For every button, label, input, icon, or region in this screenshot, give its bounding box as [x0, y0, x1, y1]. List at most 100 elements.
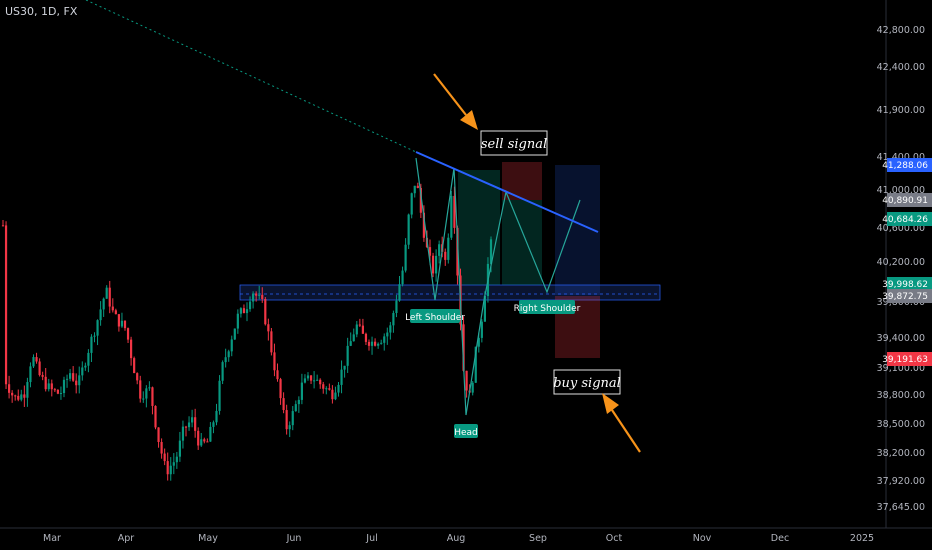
price-tag: 40,890.91	[882, 193, 932, 207]
candle	[294, 400, 297, 412]
candle	[166, 452, 169, 481]
candle	[245, 302, 249, 322]
candle	[209, 422, 212, 442]
sell-arrow[interactable]	[433, 73, 478, 130]
candle	[383, 333, 386, 351]
candle	[465, 370, 468, 398]
candle	[148, 381, 151, 391]
dotted-trend-line[interactable]	[85, 0, 417, 153]
short-stop-zone[interactable]	[502, 162, 542, 200]
candle	[78, 366, 81, 394]
head-label: Head	[454, 428, 478, 438]
x-tick-label: Oct	[606, 533, 623, 544]
candle	[187, 416, 191, 431]
price-tag-label: 40,890.91	[882, 196, 928, 206]
candle	[90, 334, 93, 363]
x-tick-label: Nov	[693, 533, 712, 544]
candle	[81, 361, 84, 381]
blue-trend-line[interactable]	[415, 151, 599, 233]
candle	[123, 320, 127, 331]
sell-signal-box[interactable]: sell signal	[480, 130, 548, 156]
candle	[105, 285, 108, 299]
candle	[114, 308, 117, 315]
candle	[44, 368, 47, 392]
candle	[413, 185, 416, 198]
candle	[264, 296, 267, 326]
candle	[386, 327, 389, 345]
candle	[273, 343, 276, 377]
candle	[130, 336, 133, 366]
price-axis[interactable]: 42,800.00 42,400.00 41,900.00 41,400.00 41,0…	[877, 25, 925, 513]
candle	[279, 377, 282, 405]
x-tick-label: Dec	[771, 533, 789, 544]
candle	[404, 238, 407, 273]
candle	[316, 374, 319, 381]
price-tag-label: 39,998.62	[882, 280, 928, 290]
candle	[410, 192, 413, 219]
y-tick-label: 38,500.00	[877, 419, 925, 430]
candle	[102, 297, 105, 317]
candle	[401, 266, 404, 287]
candle	[184, 425, 188, 437]
x-tick-label: May	[198, 533, 218, 544]
candle	[227, 349, 230, 362]
candle	[258, 285, 261, 300]
candle	[435, 249, 438, 282]
candle	[355, 320, 358, 338]
symbol-label[interactable]: US30, 1D, FX	[5, 5, 78, 18]
candle	[340, 360, 343, 394]
candle	[224, 348, 227, 368]
candle	[41, 371, 44, 381]
candle	[419, 183, 422, 218]
x-tick-label: Jul	[365, 533, 377, 544]
sell-signal-label: sell signal	[481, 137, 547, 152]
candle	[392, 310, 395, 333]
candle	[242, 304, 246, 314]
candle	[59, 386, 63, 400]
short-target-zone[interactable]	[502, 200, 542, 285]
candle	[252, 291, 255, 309]
candle	[334, 386, 337, 401]
candle	[349, 332, 352, 347]
candle	[139, 375, 142, 403]
y-tick-label: 37,645.00	[877, 502, 925, 513]
candle	[422, 205, 425, 242]
neckline-zone[interactable]	[239, 284, 661, 301]
price-tag-label: 39,191.63	[882, 355, 928, 365]
right-shoulder-label: Right Shoulder	[514, 304, 581, 314]
candles-layer	[1, 182, 493, 481]
candle	[20, 389, 23, 402]
candle	[218, 375, 221, 415]
y-tick-label: 38,800.00	[877, 390, 925, 401]
right-shoulder-tag[interactable]: Right Shoulder	[514, 300, 581, 314]
candle	[117, 313, 120, 332]
candle	[233, 328, 236, 341]
candle	[300, 373, 303, 405]
left-shoulder-tag[interactable]: Left Shoulder	[405, 309, 465, 323]
candle	[47, 378, 50, 392]
short-profit-zone[interactable]	[458, 170, 500, 285]
time-axis[interactable]: Mar Apr May Jun Jul Aug Sep Oct Nov Dec 2025	[43, 533, 874, 544]
candle	[309, 374, 313, 384]
candle	[303, 374, 307, 384]
candle	[398, 275, 401, 302]
candle	[352, 328, 355, 342]
pattern-zigzag[interactable]	[415, 157, 581, 416]
candle	[248, 296, 252, 312]
x-tick-label: Aug	[447, 533, 466, 544]
candle	[297, 396, 300, 413]
candle	[395, 294, 398, 318]
candle	[75, 373, 78, 394]
buy-signal-box[interactable]: buy signal	[553, 369, 621, 395]
candle	[276, 363, 279, 382]
candle	[389, 321, 392, 340]
candle	[206, 438, 209, 443]
head-tag[interactable]: Head	[454, 424, 478, 438]
buy-arrow[interactable]	[602, 393, 641, 453]
y-tick-label: 42,800.00	[877, 25, 925, 36]
candle	[221, 360, 224, 385]
candle	[8, 375, 11, 399]
candle	[325, 386, 328, 395]
candle	[480, 319, 483, 343]
